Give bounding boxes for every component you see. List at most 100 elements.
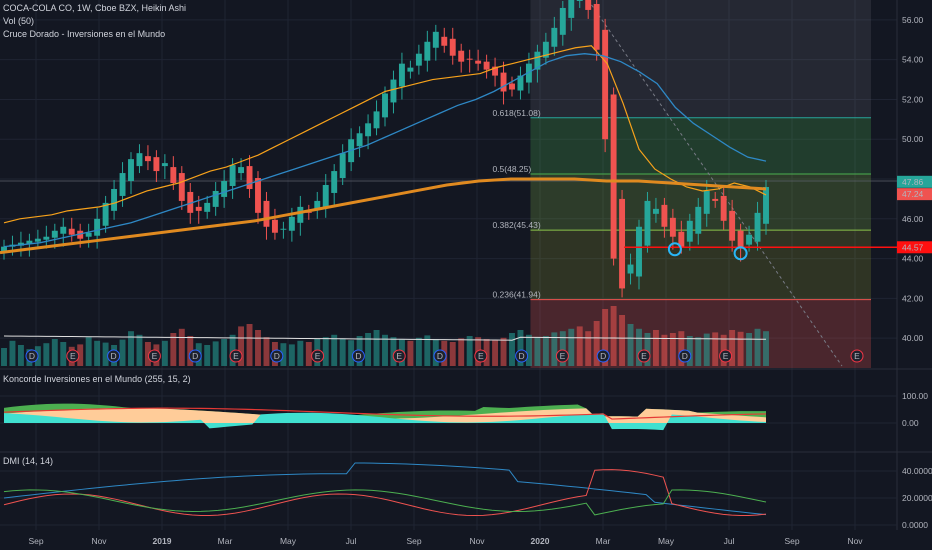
volume-bar	[449, 342, 456, 366]
fib-label: 0.236(41.94)	[492, 290, 540, 300]
candle	[119, 173, 126, 196]
koncorde-signal-line	[3, 407, 767, 420]
volume-bar	[712, 332, 719, 366]
candle	[398, 63, 405, 87]
candle	[492, 66, 499, 76]
dmi-minus-line	[3, 469, 767, 517]
event-marker-label: D	[111, 351, 117, 361]
candle	[441, 36, 448, 46]
volume-bar	[500, 337, 507, 366]
volume-bar	[415, 337, 422, 366]
volume-bar	[331, 334, 338, 366]
candle	[636, 226, 642, 277]
event-marker-e	[147, 349, 161, 363]
volume-bar	[1, 348, 7, 366]
candle	[382, 93, 388, 118]
candle	[102, 202, 109, 226]
event-marker-label: D	[29, 351, 35, 361]
candle	[551, 27, 558, 47]
x-tick-label: Jul	[724, 536, 735, 546]
volume-bar	[466, 336, 473, 366]
volume-bar	[348, 340, 355, 366]
volume-bar	[263, 337, 270, 366]
volume-bar	[525, 334, 532, 366]
volume-bar	[365, 333, 372, 366]
event-marker-label: E	[152, 351, 158, 361]
volume-bar	[517, 330, 524, 366]
candle	[712, 198, 719, 201]
sma-200-line	[0, 177, 767, 255]
candle	[1, 246, 7, 253]
volume-bar	[187, 336, 194, 366]
candle	[288, 216, 295, 231]
candle	[475, 60, 482, 64]
candle	[661, 204, 668, 227]
volume-bar	[593, 321, 600, 366]
volume-bar	[51, 339, 58, 366]
volume-bar	[102, 342, 109, 366]
volume-bar	[119, 339, 126, 366]
candle	[644, 200, 651, 246]
volume-bar	[238, 326, 245, 366]
volume-bar	[229, 334, 236, 366]
volume-bar	[576, 326, 583, 366]
event-marker-e	[555, 349, 569, 363]
event-marker-d	[433, 349, 447, 363]
candle	[390, 79, 397, 103]
candle	[161, 163, 168, 167]
x-tick-label: May	[280, 536, 297, 546]
price-tick-label: 50.00	[902, 134, 924, 144]
candle	[483, 61, 490, 70]
volume-bar	[534, 337, 541, 366]
volume-bar	[729, 330, 736, 366]
candle	[669, 217, 676, 237]
volume-bar	[322, 337, 329, 366]
price-label-down-bg	[897, 188, 932, 201]
candle	[686, 220, 693, 242]
fib-label: 0.618(51.08)	[492, 108, 540, 118]
volume-ma-line	[3, 335, 767, 341]
volume-bar	[136, 334, 143, 366]
candle	[280, 228, 287, 230]
candle	[26, 240, 33, 244]
price-tick-label: 46.00	[902, 214, 924, 224]
candle	[500, 72, 507, 92]
volume-bar	[669, 333, 676, 366]
volume-bar	[652, 330, 659, 366]
candle	[68, 228, 75, 235]
volume-bar	[161, 340, 168, 366]
dmi-plus-line	[3, 489, 767, 516]
volume-bar	[627, 324, 634, 366]
volume-bar	[255, 330, 261, 366]
volume-bar	[17, 345, 24, 366]
volume-bar	[178, 328, 185, 366]
event-marker-label: D	[355, 351, 361, 361]
price-tick-label: 44.00	[902, 254, 924, 264]
volume-legend: Vol (50)	[3, 16, 35, 26]
candle	[407, 67, 414, 72]
candle	[238, 167, 245, 174]
volume-bar	[424, 335, 431, 366]
price-tick-label: 56.00	[902, 15, 924, 25]
candle	[517, 75, 524, 91]
candle	[365, 123, 372, 137]
koncorde-tick-label: 100.00	[902, 391, 928, 401]
candle	[170, 167, 177, 184]
event-marker-label: D	[682, 351, 688, 361]
candle	[746, 234, 753, 245]
event-marker-label: E	[641, 351, 647, 361]
candle	[432, 31, 439, 48]
volume-bar	[77, 344, 84, 366]
event-marker-label: E	[233, 351, 239, 361]
highlight-circle	[667, 242, 682, 257]
price-tick-label: 40.00	[902, 333, 924, 343]
volume-bar	[458, 338, 465, 366]
fib-zone	[530, 117, 871, 175]
candle	[449, 38, 456, 56]
event-marker-label: E	[315, 351, 321, 361]
price-tick-label: 52.00	[902, 94, 924, 104]
volume-bar	[551, 332, 558, 366]
volume-bar	[703, 333, 710, 366]
dmi-tick-label: 20.0000	[902, 493, 932, 503]
